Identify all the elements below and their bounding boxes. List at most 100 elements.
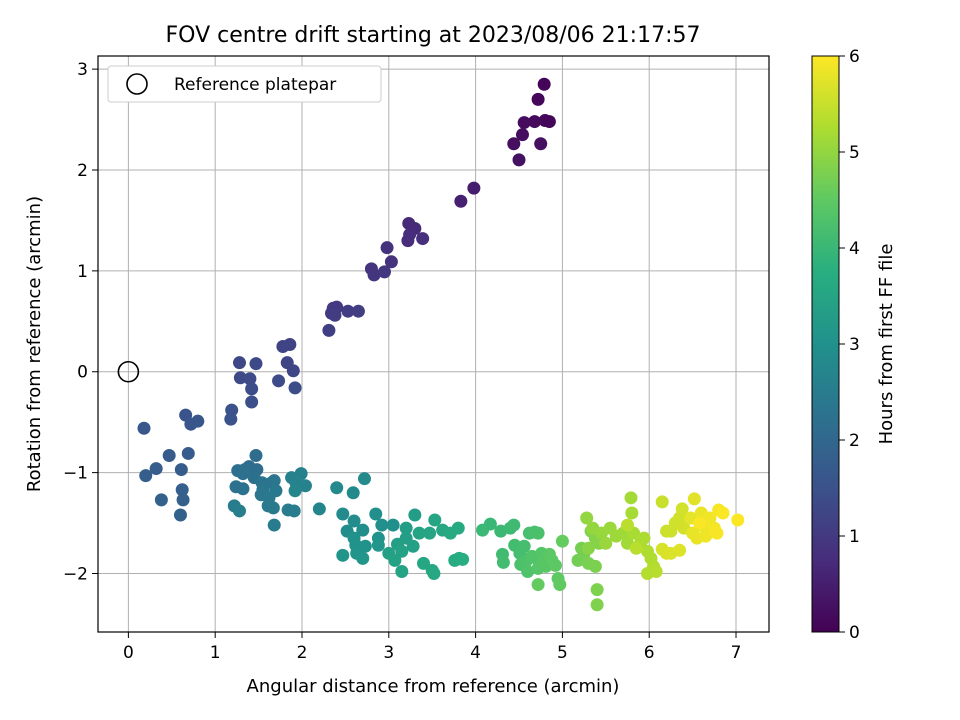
data-point xyxy=(371,538,385,552)
data-point xyxy=(467,181,481,195)
data-point xyxy=(330,481,344,495)
data-point xyxy=(716,506,730,520)
data-point xyxy=(528,115,542,129)
data-point xyxy=(269,484,283,498)
data-point xyxy=(375,518,389,532)
data-point xyxy=(675,502,689,516)
data-point xyxy=(272,374,286,388)
x-tick-label: 4 xyxy=(470,643,481,663)
data-point xyxy=(537,77,551,91)
data-point xyxy=(351,304,365,318)
x-tick-label: 7 xyxy=(731,643,742,663)
data-point xyxy=(162,448,176,462)
colorbar-tick-label: 3 xyxy=(849,335,860,355)
data-point xyxy=(629,541,643,555)
data-point xyxy=(243,372,257,386)
data-point xyxy=(555,534,569,548)
data-point xyxy=(395,564,409,578)
x-axis-label: Angular distance from reference (arcmin) xyxy=(247,676,620,697)
data-point xyxy=(377,265,391,279)
data-point xyxy=(703,511,717,525)
y-tick-label: 0 xyxy=(77,363,88,383)
colorbar-tick-label: 5 xyxy=(849,143,860,163)
data-point xyxy=(395,544,409,558)
data-point xyxy=(149,462,163,476)
data-point xyxy=(624,491,638,505)
data-point xyxy=(233,371,247,385)
legend-entry: Reference platepar xyxy=(174,75,336,95)
data-point xyxy=(384,255,398,269)
data-point xyxy=(276,340,290,354)
data-point xyxy=(451,521,465,535)
data-point xyxy=(687,492,701,506)
data-point xyxy=(357,472,371,486)
data-point xyxy=(531,92,545,106)
data-point xyxy=(428,513,442,527)
data-point xyxy=(534,137,548,151)
data-point xyxy=(380,241,394,255)
data-point xyxy=(531,578,545,592)
data-point xyxy=(288,484,302,498)
x-tick-label: 2 xyxy=(297,643,308,663)
data-point xyxy=(175,483,189,497)
data-point xyxy=(590,598,604,612)
reference-marker xyxy=(117,360,140,383)
legend-box xyxy=(107,65,382,103)
x-tick-label: 1 xyxy=(210,643,221,663)
data-point xyxy=(328,308,342,322)
y-tick-label: −1 xyxy=(63,464,88,484)
x-axis-ticks: 0 1 2 3 4 5 6 7 xyxy=(123,632,741,663)
data-point xyxy=(517,116,531,130)
x-tick-label: 3 xyxy=(383,643,394,663)
data-point xyxy=(266,501,280,515)
data-point xyxy=(621,518,635,532)
legend: Reference platepar xyxy=(107,65,382,103)
x-tick-label: 0 xyxy=(123,643,134,663)
data-point xyxy=(336,548,350,562)
data-point xyxy=(456,552,470,566)
data-point xyxy=(542,115,556,129)
data-point xyxy=(232,504,246,518)
data-point xyxy=(267,518,281,532)
data-point xyxy=(710,526,724,540)
data-point xyxy=(322,323,336,337)
data-point xyxy=(581,541,595,555)
colorbar-ticks: 0 1 2 3 4 5 6 xyxy=(839,47,860,643)
data-point xyxy=(356,551,370,565)
data-point xyxy=(507,518,521,532)
colorbar-tick-label: 4 xyxy=(849,239,860,259)
data-point xyxy=(287,504,301,518)
y-axis-label: Rotation from reference (arcmin) xyxy=(24,196,45,492)
data-point xyxy=(517,539,531,553)
data-point xyxy=(341,304,355,318)
chart-title: FOV centre drift starting at 2023/08/06 … xyxy=(166,23,701,48)
plot-frame xyxy=(97,55,770,633)
data-point xyxy=(599,536,613,550)
data-point xyxy=(731,513,745,527)
data-point xyxy=(267,474,281,488)
data-point xyxy=(369,507,383,521)
data-point xyxy=(286,364,300,378)
colorbar-tick-label: 0 xyxy=(849,623,860,643)
data-point xyxy=(224,412,238,426)
data-point xyxy=(515,128,529,142)
y-tick-label: 1 xyxy=(77,262,88,282)
data-point xyxy=(154,493,168,507)
x-tick-label: 5 xyxy=(557,643,568,663)
y-tick-label: 3 xyxy=(77,60,88,80)
data-point xyxy=(249,448,263,462)
legend-marker xyxy=(126,73,148,95)
data-point xyxy=(386,518,400,532)
data-point xyxy=(625,506,639,520)
data-point xyxy=(176,493,190,507)
data-point xyxy=(512,153,526,167)
data-point xyxy=(476,523,490,537)
data-point xyxy=(298,479,312,493)
data-point xyxy=(367,268,381,282)
data-point xyxy=(417,556,431,570)
data-point xyxy=(416,232,430,246)
data-point xyxy=(521,564,535,578)
y-tick-label: 2 xyxy=(77,161,88,181)
data-point xyxy=(673,543,687,557)
y-axis-ticks: −2 −1 0 1 2 3 xyxy=(63,60,98,584)
